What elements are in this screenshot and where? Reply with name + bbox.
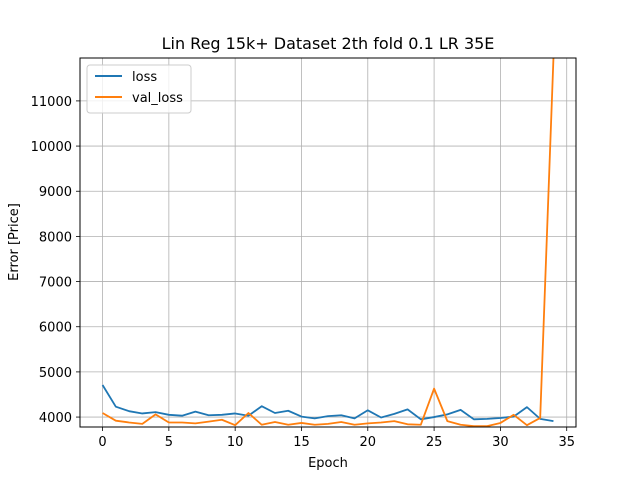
legend-label-val-loss: val_loss: [132, 91, 183, 106]
grid: [80, 58, 576, 427]
y-axis-label: Error [Price]: [7, 203, 22, 281]
x-axis: 0 5 10 15 20 25 30 35: [98, 427, 575, 450]
y-tick-label: 6000: [39, 321, 72, 336]
legend-label-loss: loss: [132, 70, 157, 85]
series-line-val-loss: [102, 58, 555, 427]
plot-frame: [79, 57, 577, 428]
y-tick-label: 7000: [39, 276, 72, 291]
x-axis-label: Epoch: [308, 456, 348, 471]
y-tick-label: 9000: [39, 185, 72, 200]
x-tick-label: 10: [227, 435, 244, 450]
chart-title: Lin Reg 15k+ Dataset 2th fold 0.1 LR 35E: [162, 34, 495, 53]
y-tick-label: 11000: [31, 95, 72, 110]
series-layer: [101, 58, 555, 427]
x-tick-label: 5: [165, 435, 173, 450]
legend: loss val_loss: [86, 64, 192, 114]
y-tick-label: 10000: [31, 140, 72, 155]
y-tick-label: 8000: [39, 230, 72, 245]
x-tick-label: 20: [360, 435, 377, 450]
x-tick-label: 25: [426, 435, 443, 450]
y-tick-label: 5000: [39, 366, 72, 381]
y-axis: 4000 5000 6000 7000 8000 9000 10000 11000: [31, 95, 80, 426]
x-tick-label: 15: [293, 435, 310, 450]
x-tick-label: 35: [558, 435, 575, 450]
x-tick-label: 30: [492, 435, 509, 450]
x-tick-label: 0: [98, 435, 106, 450]
series-line-loss: [101, 384, 554, 423]
y-tick-label: 4000: [39, 411, 72, 426]
